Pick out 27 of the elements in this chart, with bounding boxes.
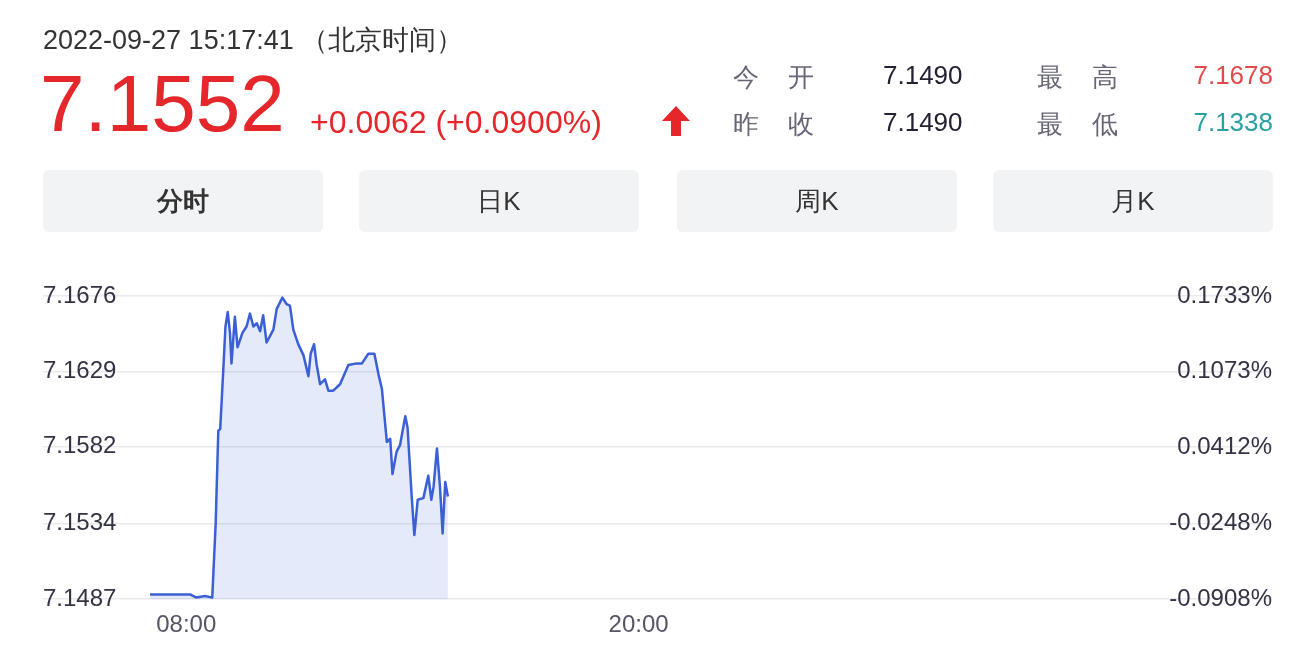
y-tick-label: 7.1676 [43,280,117,308]
x-tick-label: 20:00 [608,610,669,638]
text: +0.0062 (+0.0900%) [310,104,602,141]
text: 7.1490 [883,107,963,138]
text: 最 低 [1037,108,1119,141]
y-tick-label: 7.1487 [43,583,117,611]
x-tick-label: 08:00 [156,610,217,638]
text: 7.1490 [883,60,963,91]
text: 今 开 [733,61,815,94]
y-tick-label: 7.1629 [43,356,117,384]
text: 7.1338 [1193,107,1273,138]
text: 7.1678 [1193,60,1273,91]
y2-tick-label: -0.0248% [1169,508,1272,536]
chart-title: 7.1552 [40,59,285,148]
y2-tick-label: 0.0412% [1177,432,1272,460]
text: 最 高 [1037,61,1119,94]
chart-subtitle: 2022-09-27 15:17:41 （北京时间） [43,24,464,57]
text: 月K [993,170,1273,232]
y-tick-label: 7.1534 [43,508,117,536]
y-tick-label: 7.1582 [43,431,117,459]
text: 分时 [43,170,323,232]
text: 日K [359,170,639,232]
y2-tick-label: -0.0908% [1169,583,1272,611]
y2-tick-label: 0.1073% [1177,356,1272,384]
y2-tick-label: 0.1733% [1177,280,1272,308]
text: 周K [677,170,957,232]
text: 昨 收 [733,108,815,141]
